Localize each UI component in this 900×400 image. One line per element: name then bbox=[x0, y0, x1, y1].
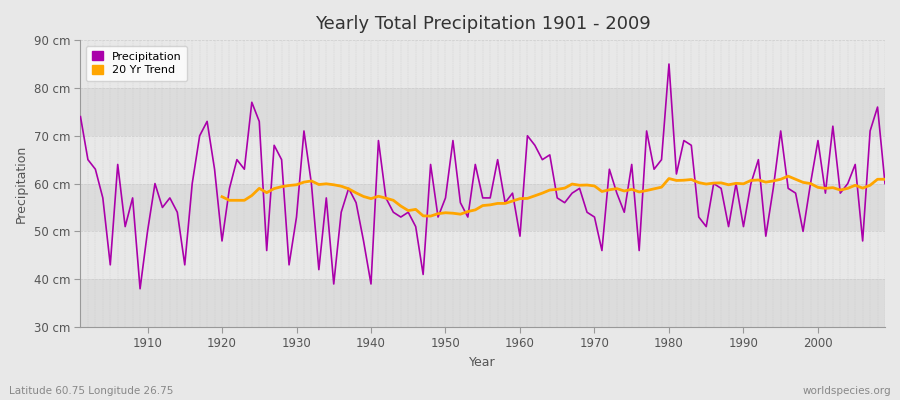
Text: Latitude 60.75 Longitude 26.75: Latitude 60.75 Longitude 26.75 bbox=[9, 386, 174, 396]
Precipitation bbox=[306, 181, 317, 186]
Precipitation bbox=[75, 114, 86, 119]
Bar bbox=[80, 40, 885, 88]
Precipitation bbox=[515, 234, 526, 238]
Precipitation bbox=[663, 62, 674, 66]
Line: Precipitation: Precipitation bbox=[80, 64, 885, 289]
Legend: Precipitation, 20 Yr Trend: Precipitation, 20 Yr Trend bbox=[86, 46, 187, 81]
Bar bbox=[80, 231, 885, 279]
Title: Yearly Total Precipitation 1901 - 2009: Yearly Total Precipitation 1901 - 2009 bbox=[315, 15, 651, 33]
Precipitation bbox=[522, 133, 533, 138]
20 Yr Trend bbox=[515, 196, 526, 201]
Bar bbox=[80, 136, 885, 184]
20 Yr Trend bbox=[604, 187, 615, 192]
Precipitation bbox=[135, 286, 146, 291]
Line: 20 Yr Trend: 20 Yr Trend bbox=[222, 176, 885, 216]
Text: worldspecies.org: worldspecies.org bbox=[803, 386, 891, 396]
Bar bbox=[80, 88, 885, 136]
Bar bbox=[80, 184, 885, 231]
20 Yr Trend bbox=[299, 180, 310, 184]
Bar bbox=[80, 279, 885, 327]
Precipitation bbox=[351, 200, 362, 205]
20 Yr Trend bbox=[879, 177, 890, 182]
20 Yr Trend bbox=[343, 186, 354, 191]
Precipitation bbox=[142, 229, 153, 234]
Y-axis label: Precipitation: Precipitation bbox=[15, 144, 28, 223]
Precipitation bbox=[879, 181, 890, 186]
Precipitation bbox=[611, 191, 622, 196]
X-axis label: Year: Year bbox=[470, 356, 496, 369]
20 Yr Trend bbox=[507, 199, 517, 204]
